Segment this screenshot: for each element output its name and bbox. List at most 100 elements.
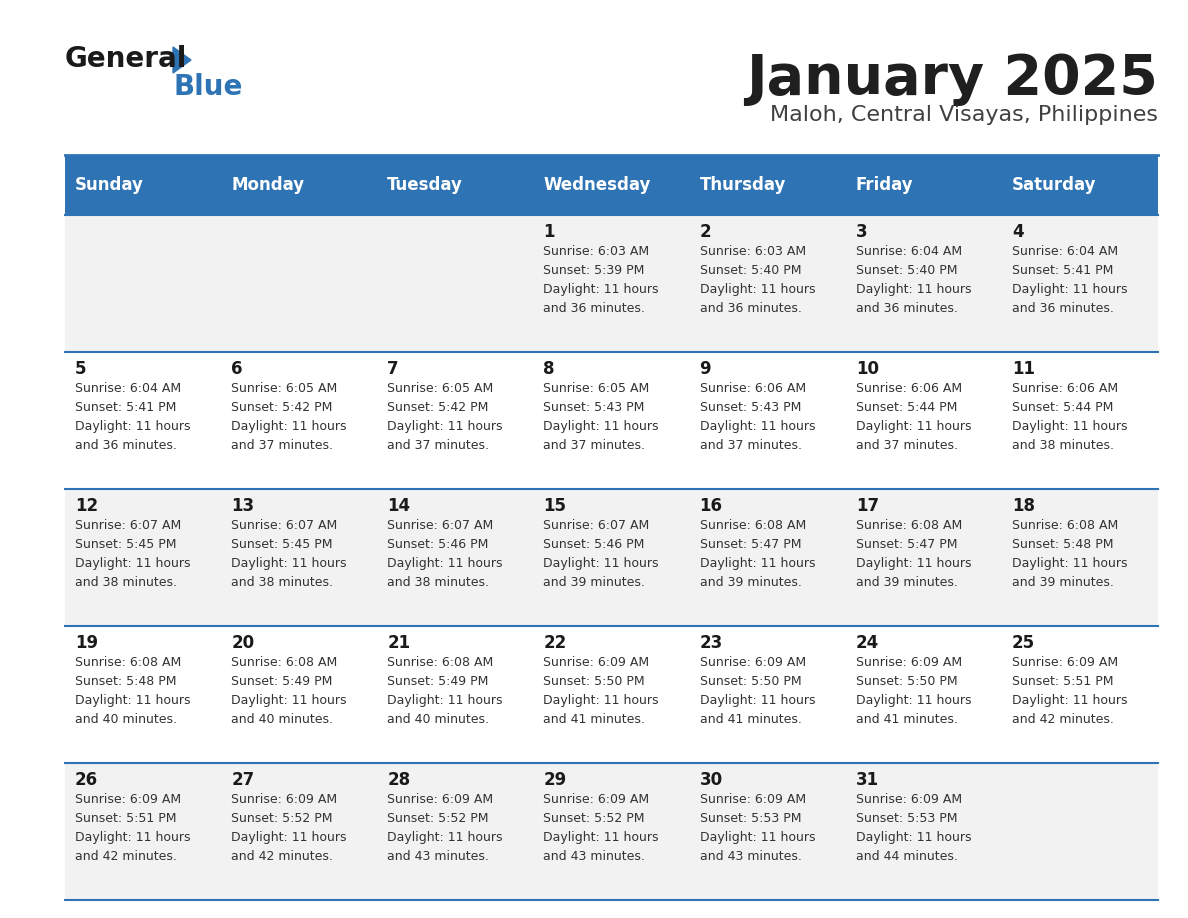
Text: and 41 minutes.: and 41 minutes. <box>855 713 958 726</box>
Text: Sunset: 5:40 PM: Sunset: 5:40 PM <box>700 264 801 277</box>
Text: Daylight: 11 hours: Daylight: 11 hours <box>75 831 190 844</box>
Text: Daylight: 11 hours: Daylight: 11 hours <box>387 557 503 570</box>
Text: and 44 minutes.: and 44 minutes. <box>855 850 958 863</box>
Text: 22: 22 <box>543 634 567 652</box>
Text: Blue: Blue <box>173 73 242 101</box>
Bar <box>65 155 1158 215</box>
Text: 6: 6 <box>232 360 242 378</box>
Text: Saturday: Saturday <box>1012 176 1097 194</box>
Polygon shape <box>173 47 191 73</box>
Text: and 40 minutes.: and 40 minutes. <box>75 713 177 726</box>
Text: Monday: Monday <box>232 176 304 194</box>
Text: Sunset: 5:48 PM: Sunset: 5:48 PM <box>1012 538 1113 551</box>
Text: Daylight: 11 hours: Daylight: 11 hours <box>387 420 503 433</box>
Text: Sunset: 5:48 PM: Sunset: 5:48 PM <box>75 675 177 688</box>
Text: Maloh, Central Visayas, Philippines: Maloh, Central Visayas, Philippines <box>770 105 1158 125</box>
Text: Daylight: 11 hours: Daylight: 11 hours <box>855 694 972 707</box>
Text: Wednesday: Wednesday <box>543 176 651 194</box>
Text: Sunrise: 6:08 AM: Sunrise: 6:08 AM <box>75 656 182 669</box>
Text: Sunrise: 6:09 AM: Sunrise: 6:09 AM <box>543 656 650 669</box>
Text: Daylight: 11 hours: Daylight: 11 hours <box>232 831 347 844</box>
Text: Sunset: 5:50 PM: Sunset: 5:50 PM <box>855 675 958 688</box>
Text: 1: 1 <box>543 223 555 241</box>
Text: Sunrise: 6:09 AM: Sunrise: 6:09 AM <box>232 793 337 806</box>
Text: and 38 minutes.: and 38 minutes. <box>1012 439 1114 452</box>
Text: and 36 minutes.: and 36 minutes. <box>700 302 802 315</box>
Text: Sunrise: 6:09 AM: Sunrise: 6:09 AM <box>1012 656 1118 669</box>
Text: Sunrise: 6:08 AM: Sunrise: 6:08 AM <box>232 656 337 669</box>
Text: 12: 12 <box>75 497 99 515</box>
Text: Sunrise: 6:06 AM: Sunrise: 6:06 AM <box>1012 382 1118 395</box>
Text: Sunset: 5:46 PM: Sunset: 5:46 PM <box>543 538 645 551</box>
Text: Daylight: 11 hours: Daylight: 11 hours <box>1012 694 1127 707</box>
Text: Sunset: 5:49 PM: Sunset: 5:49 PM <box>232 675 333 688</box>
Text: and 42 minutes.: and 42 minutes. <box>1012 713 1113 726</box>
Text: 16: 16 <box>700 497 722 515</box>
Text: and 39 minutes.: and 39 minutes. <box>700 576 802 589</box>
Text: and 42 minutes.: and 42 minutes. <box>232 850 333 863</box>
Text: Daylight: 11 hours: Daylight: 11 hours <box>75 694 190 707</box>
Text: Daylight: 11 hours: Daylight: 11 hours <box>855 420 972 433</box>
Text: 19: 19 <box>75 634 99 652</box>
Text: Sunrise: 6:06 AM: Sunrise: 6:06 AM <box>855 382 962 395</box>
Text: Daylight: 11 hours: Daylight: 11 hours <box>855 557 972 570</box>
Text: 25: 25 <box>1012 634 1035 652</box>
Text: Daylight: 11 hours: Daylight: 11 hours <box>543 557 659 570</box>
Text: 7: 7 <box>387 360 399 378</box>
Text: Sunset: 5:53 PM: Sunset: 5:53 PM <box>700 812 801 825</box>
Text: Daylight: 11 hours: Daylight: 11 hours <box>387 694 503 707</box>
Text: 10: 10 <box>855 360 879 378</box>
Text: and 43 minutes.: and 43 minutes. <box>387 850 489 863</box>
Text: Daylight: 11 hours: Daylight: 11 hours <box>543 420 659 433</box>
Text: Sunrise: 6:05 AM: Sunrise: 6:05 AM <box>543 382 650 395</box>
Text: Friday: Friday <box>855 176 914 194</box>
Text: and 40 minutes.: and 40 minutes. <box>232 713 333 726</box>
Text: Sunset: 5:41 PM: Sunset: 5:41 PM <box>75 401 176 414</box>
Text: Daylight: 11 hours: Daylight: 11 hours <box>855 283 972 296</box>
Text: 28: 28 <box>387 771 410 789</box>
Text: Sunday: Sunday <box>75 176 144 194</box>
Text: Sunrise: 6:05 AM: Sunrise: 6:05 AM <box>232 382 337 395</box>
Text: Sunset: 5:49 PM: Sunset: 5:49 PM <box>387 675 488 688</box>
Text: and 36 minutes.: and 36 minutes. <box>855 302 958 315</box>
Text: 21: 21 <box>387 634 410 652</box>
Text: Sunset: 5:47 PM: Sunset: 5:47 PM <box>700 538 801 551</box>
Text: and 39 minutes.: and 39 minutes. <box>855 576 958 589</box>
Text: Daylight: 11 hours: Daylight: 11 hours <box>700 694 815 707</box>
Text: 15: 15 <box>543 497 567 515</box>
Text: and 42 minutes.: and 42 minutes. <box>75 850 177 863</box>
Text: Sunset: 5:41 PM: Sunset: 5:41 PM <box>1012 264 1113 277</box>
Text: 23: 23 <box>700 634 722 652</box>
Text: 2: 2 <box>700 223 712 241</box>
Text: Daylight: 11 hours: Daylight: 11 hours <box>387 831 503 844</box>
Text: Sunset: 5:44 PM: Sunset: 5:44 PM <box>855 401 958 414</box>
Bar <box>65 352 1158 489</box>
Text: Sunrise: 6:07 AM: Sunrise: 6:07 AM <box>543 519 650 532</box>
Text: Sunset: 5:51 PM: Sunset: 5:51 PM <box>1012 675 1113 688</box>
Text: Sunrise: 6:09 AM: Sunrise: 6:09 AM <box>543 793 650 806</box>
Text: Sunset: 5:52 PM: Sunset: 5:52 PM <box>543 812 645 825</box>
Text: and 39 minutes.: and 39 minutes. <box>1012 576 1113 589</box>
Text: Sunset: 5:40 PM: Sunset: 5:40 PM <box>855 264 958 277</box>
Text: Sunset: 5:42 PM: Sunset: 5:42 PM <box>387 401 488 414</box>
Text: 26: 26 <box>75 771 99 789</box>
Text: Sunrise: 6:03 AM: Sunrise: 6:03 AM <box>700 245 805 258</box>
Text: Daylight: 11 hours: Daylight: 11 hours <box>700 283 815 296</box>
Text: Sunrise: 6:08 AM: Sunrise: 6:08 AM <box>855 519 962 532</box>
Bar <box>65 489 1158 626</box>
Text: Daylight: 11 hours: Daylight: 11 hours <box>232 420 347 433</box>
Text: 27: 27 <box>232 771 254 789</box>
Text: 18: 18 <box>1012 497 1035 515</box>
Text: Sunrise: 6:09 AM: Sunrise: 6:09 AM <box>700 793 805 806</box>
Text: Daylight: 11 hours: Daylight: 11 hours <box>1012 283 1127 296</box>
Text: Daylight: 11 hours: Daylight: 11 hours <box>1012 557 1127 570</box>
Text: Tuesday: Tuesday <box>387 176 463 194</box>
Text: Sunrise: 6:09 AM: Sunrise: 6:09 AM <box>855 656 962 669</box>
Text: and 41 minutes.: and 41 minutes. <box>700 713 802 726</box>
Text: Sunrise: 6:06 AM: Sunrise: 6:06 AM <box>700 382 805 395</box>
Text: and 36 minutes.: and 36 minutes. <box>1012 302 1113 315</box>
Text: Daylight: 11 hours: Daylight: 11 hours <box>543 694 659 707</box>
Text: Daylight: 11 hours: Daylight: 11 hours <box>75 420 190 433</box>
Text: and 37 minutes.: and 37 minutes. <box>232 439 333 452</box>
Text: and 36 minutes.: and 36 minutes. <box>543 302 645 315</box>
